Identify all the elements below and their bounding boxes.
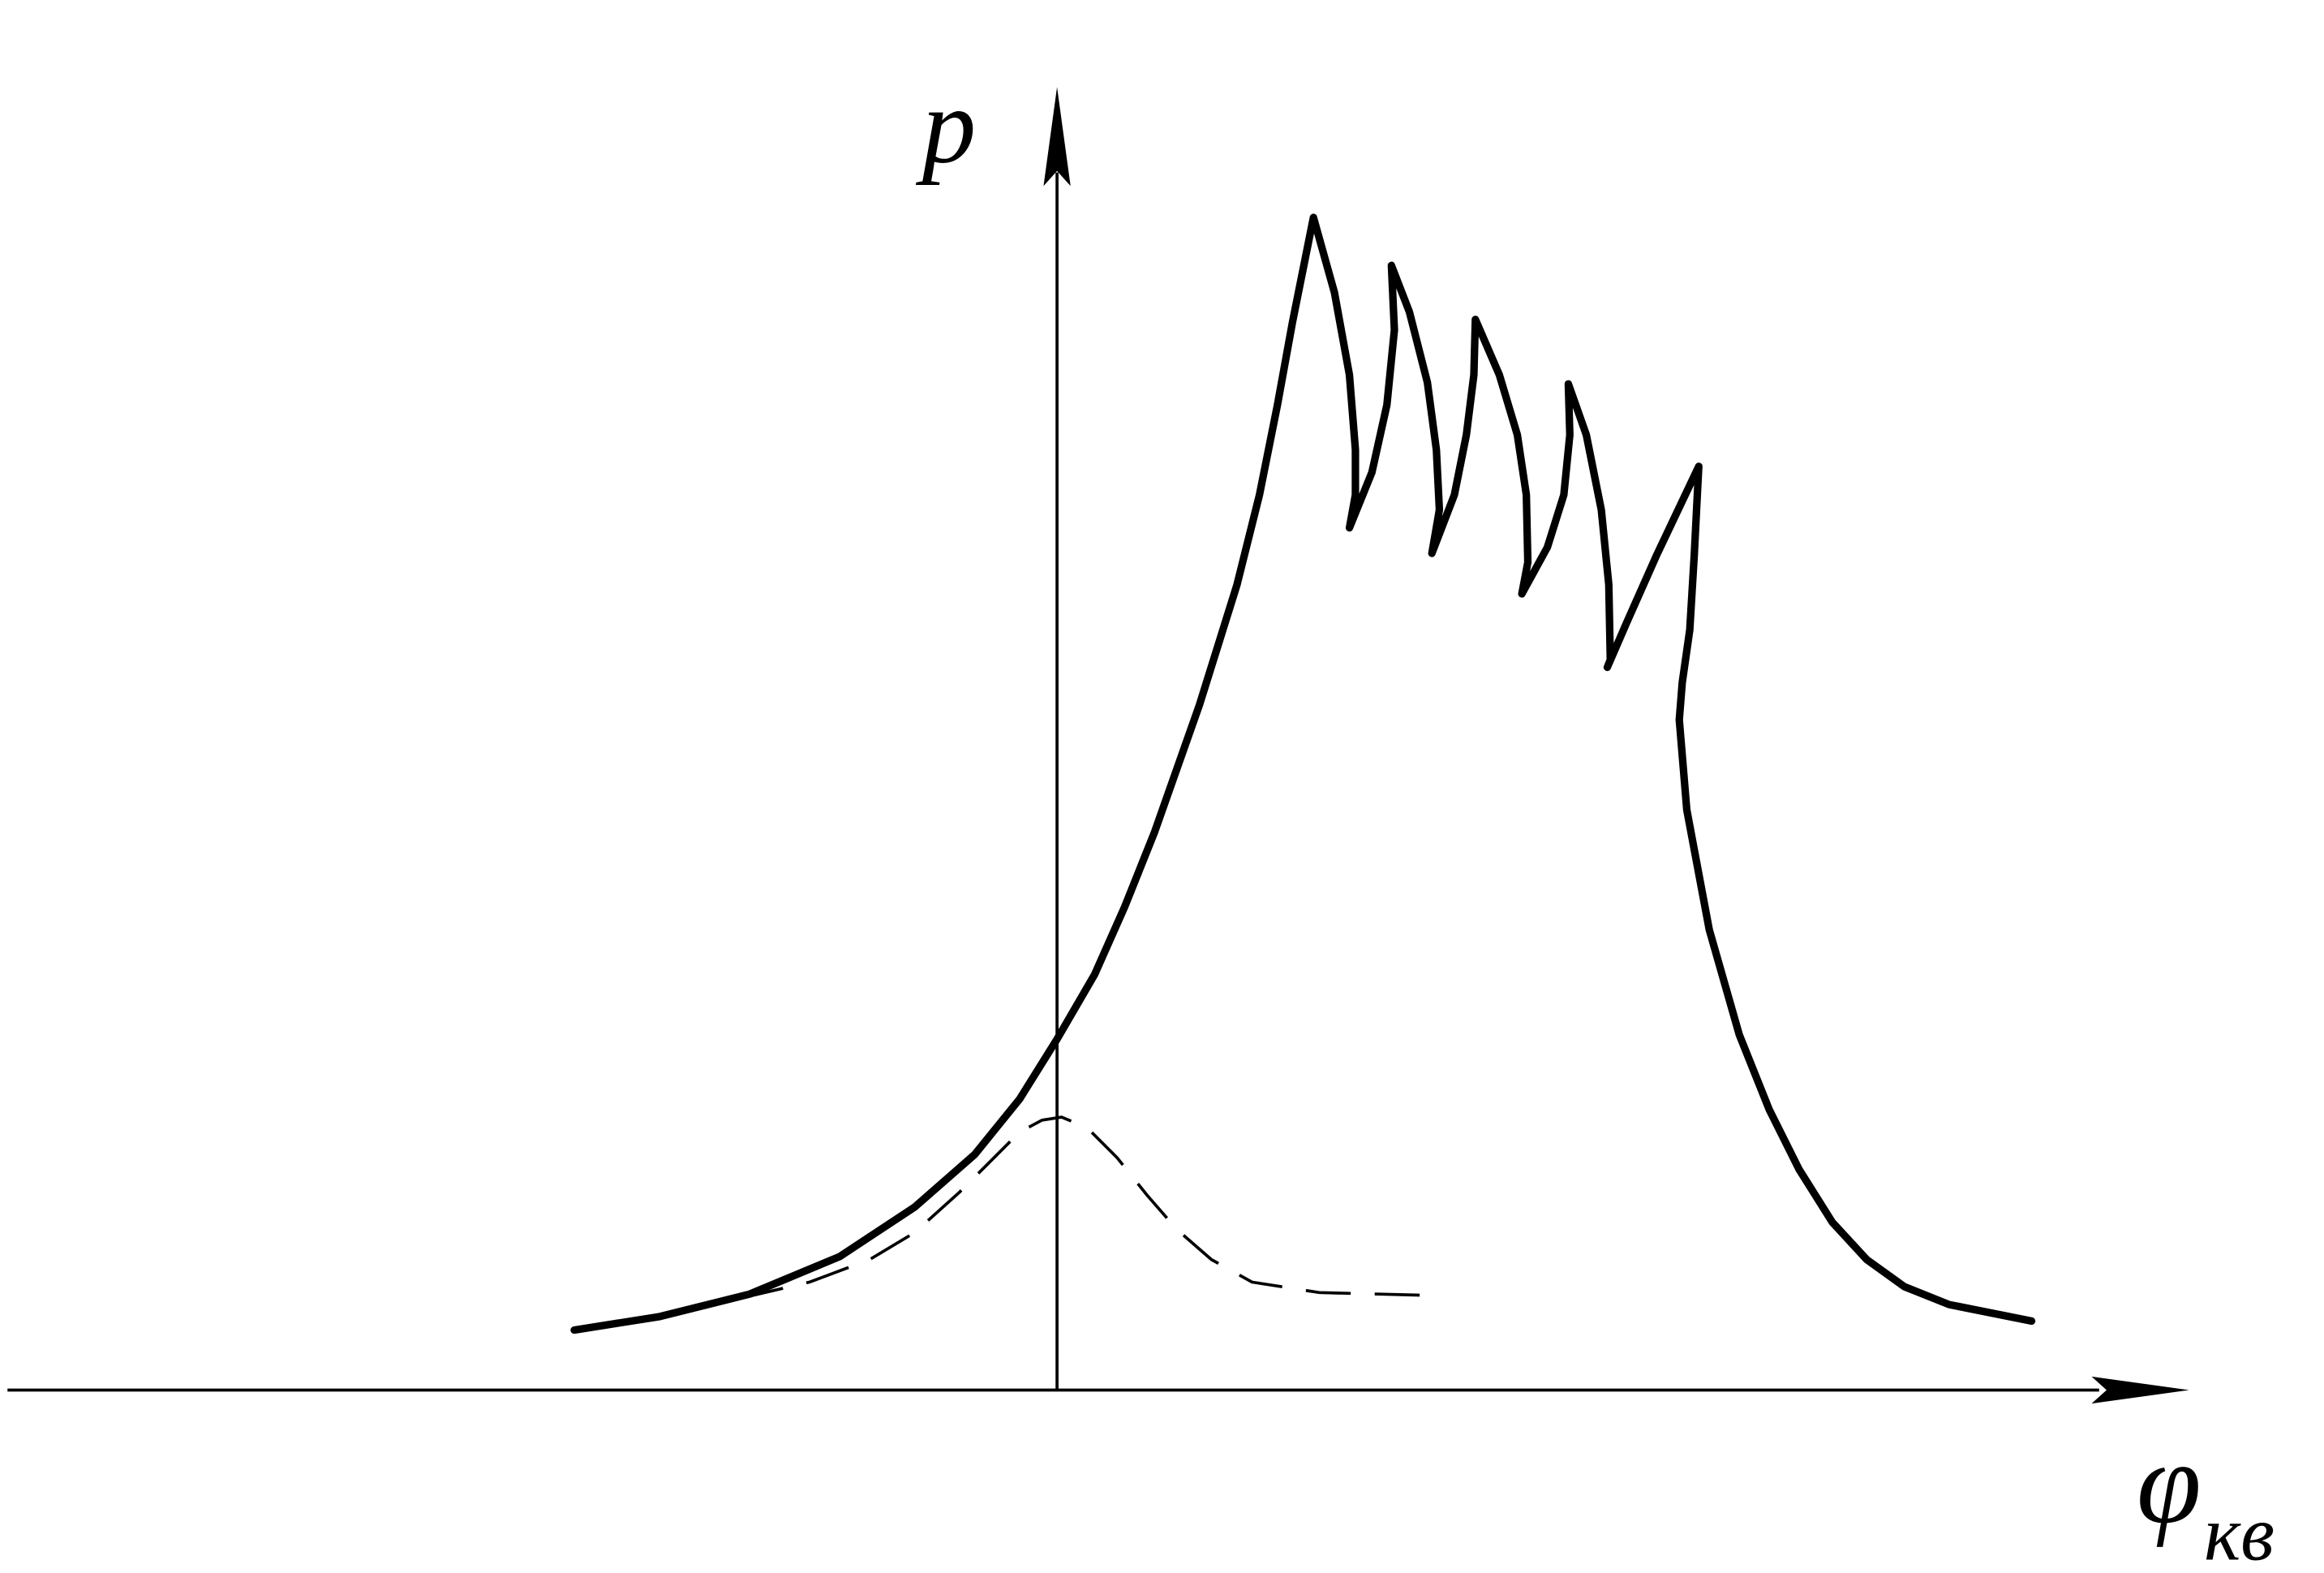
- motoring-curve: [738, 1115, 1437, 1300]
- x-axis-arrow: [2091, 1376, 2189, 1404]
- x-axis-label-subscript: кв: [2204, 1489, 2275, 1573]
- x-axis-label: φ: [2137, 1419, 2202, 1548]
- y-axis-arrow: [1043, 87, 1071, 187]
- y-axis-label: p: [916, 66, 977, 186]
- pressure-curve: [570, 213, 2036, 1334]
